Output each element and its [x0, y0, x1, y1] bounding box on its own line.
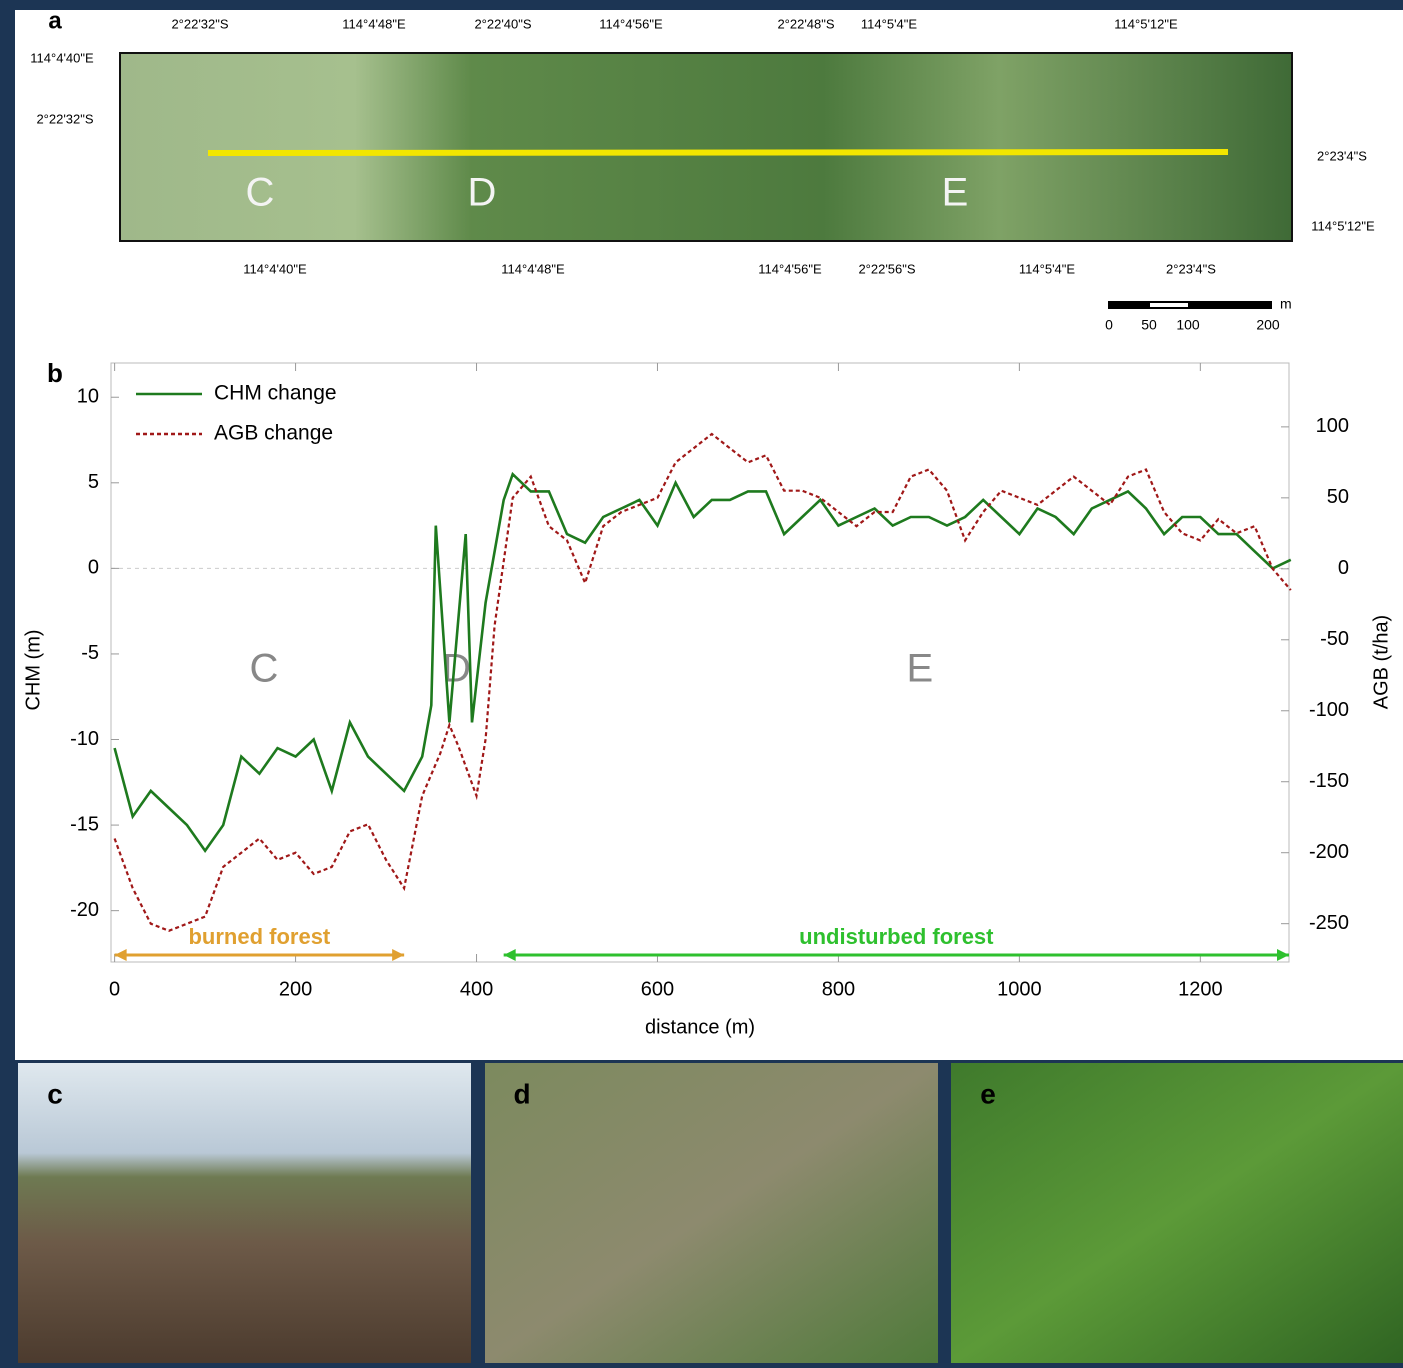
site-letter: D — [468, 171, 497, 215]
span-label: undisturbed forest — [799, 924, 994, 949]
aerial-image — [120, 53, 1292, 241]
legend-label: AGB change — [214, 422, 333, 445]
x-axis-title: distance (m) — [645, 1016, 755, 1038]
x-tick-label: 1000 — [997, 978, 1042, 1000]
panel-label: b — [47, 358, 63, 388]
x-tick-label: 400 — [460, 978, 493, 1000]
y2-tick-label: -250 — [1309, 912, 1349, 934]
y2-tick-label: -200 — [1309, 841, 1349, 863]
panel-label: d — [513, 1078, 530, 1109]
figure: a 2°22'32"S 114°4'48"E 2°22'40"S 114°4'56"E… — [0, 0, 1403, 1363]
y2-tick-label: -100 — [1309, 699, 1349, 721]
coordinate-label: 114°5'12"E — [1114, 16, 1178, 31]
zone-letter: C — [249, 647, 278, 691]
scale-bar — [1108, 301, 1272, 309]
scale-bar — [1150, 303, 1188, 307]
y-tick-label: -10 — [70, 728, 99, 750]
y-tick-label: -5 — [81, 642, 99, 664]
photo — [18, 1063, 471, 1363]
panel-label: a — [48, 7, 62, 34]
y-tick-label: 0 — [88, 557, 99, 579]
coordinate-label: 2°22'56"S — [858, 261, 915, 276]
coordinate-label: 2°22'32"S — [36, 111, 93, 126]
coordinate-label: 2°23'4"S — [1317, 148, 1367, 163]
coordinate-label: 114°5'4"E — [861, 16, 917, 31]
y-tick-label: 10 — [77, 386, 99, 408]
coordinate-label: 2°22'48"S — [777, 16, 834, 31]
y-tick-label: -15 — [70, 813, 99, 835]
panel-label: c — [47, 1078, 63, 1109]
coordinate-label: 114°4'40"E — [243, 261, 307, 276]
coordinate-label: 114°5'4"E — [1019, 261, 1075, 276]
site-letter: C — [246, 171, 275, 215]
coordinate-label: 114°4'48"E — [342, 16, 406, 31]
coordinate-label: 114°4'40"E — [30, 50, 94, 65]
y2-tick-label: 0 — [1338, 557, 1349, 579]
coordinate-label: 114°4'56"E — [758, 261, 822, 276]
coordinate-label: 2°22'40"S — [474, 16, 531, 31]
scale-unit: m — [1280, 296, 1292, 312]
y2-tick-label: -50 — [1320, 628, 1349, 650]
y2-tick-label: 50 — [1327, 486, 1349, 508]
y2-tick-label: 100 — [1316, 415, 1349, 437]
page: a 2°22'32"S 114°4'48"E 2°22'40"S 114°4'56"E… — [0, 0, 1403, 1363]
zone-letter: E — [907, 647, 934, 691]
coordinate-label: 2°23'4"S — [1166, 261, 1216, 276]
coordinate-label: 114°5'12"E — [1311, 218, 1375, 233]
y-tick-label: -20 — [70, 899, 99, 921]
scale-label: 100 — [1176, 317, 1200, 333]
x-tick-label: 800 — [822, 978, 855, 1000]
x-tick-label: 200 — [279, 978, 312, 1000]
transect-line — [208, 152, 1228, 153]
photo — [951, 1063, 1403, 1363]
scale-label: 50 — [1141, 317, 1157, 333]
scale-label: 200 — [1256, 317, 1280, 333]
site-letter: E — [942, 171, 969, 215]
photo — [485, 1063, 938, 1363]
y-axis-title: CHM (m) — [22, 629, 44, 710]
x-tick-label: 0 — [109, 978, 120, 1000]
y-tick-label: 5 — [88, 471, 99, 493]
x-tick-label: 600 — [641, 978, 674, 1000]
y2-tick-label: -150 — [1309, 770, 1349, 792]
coordinate-label: 114°4'56"E — [599, 16, 663, 31]
coordinate-label: 2°22'32"S — [171, 16, 228, 31]
span-label: burned forest — [188, 924, 330, 949]
y2-axis-title: AGB (t/ha) — [1370, 615, 1392, 709]
x-tick-label: 1200 — [1178, 978, 1223, 1000]
panel-label: e — [980, 1078, 996, 1109]
legend-label: CHM change — [214, 382, 337, 405]
scale-label: 0 — [1105, 317, 1113, 333]
coordinate-label: 114°4'48"E — [501, 261, 565, 276]
